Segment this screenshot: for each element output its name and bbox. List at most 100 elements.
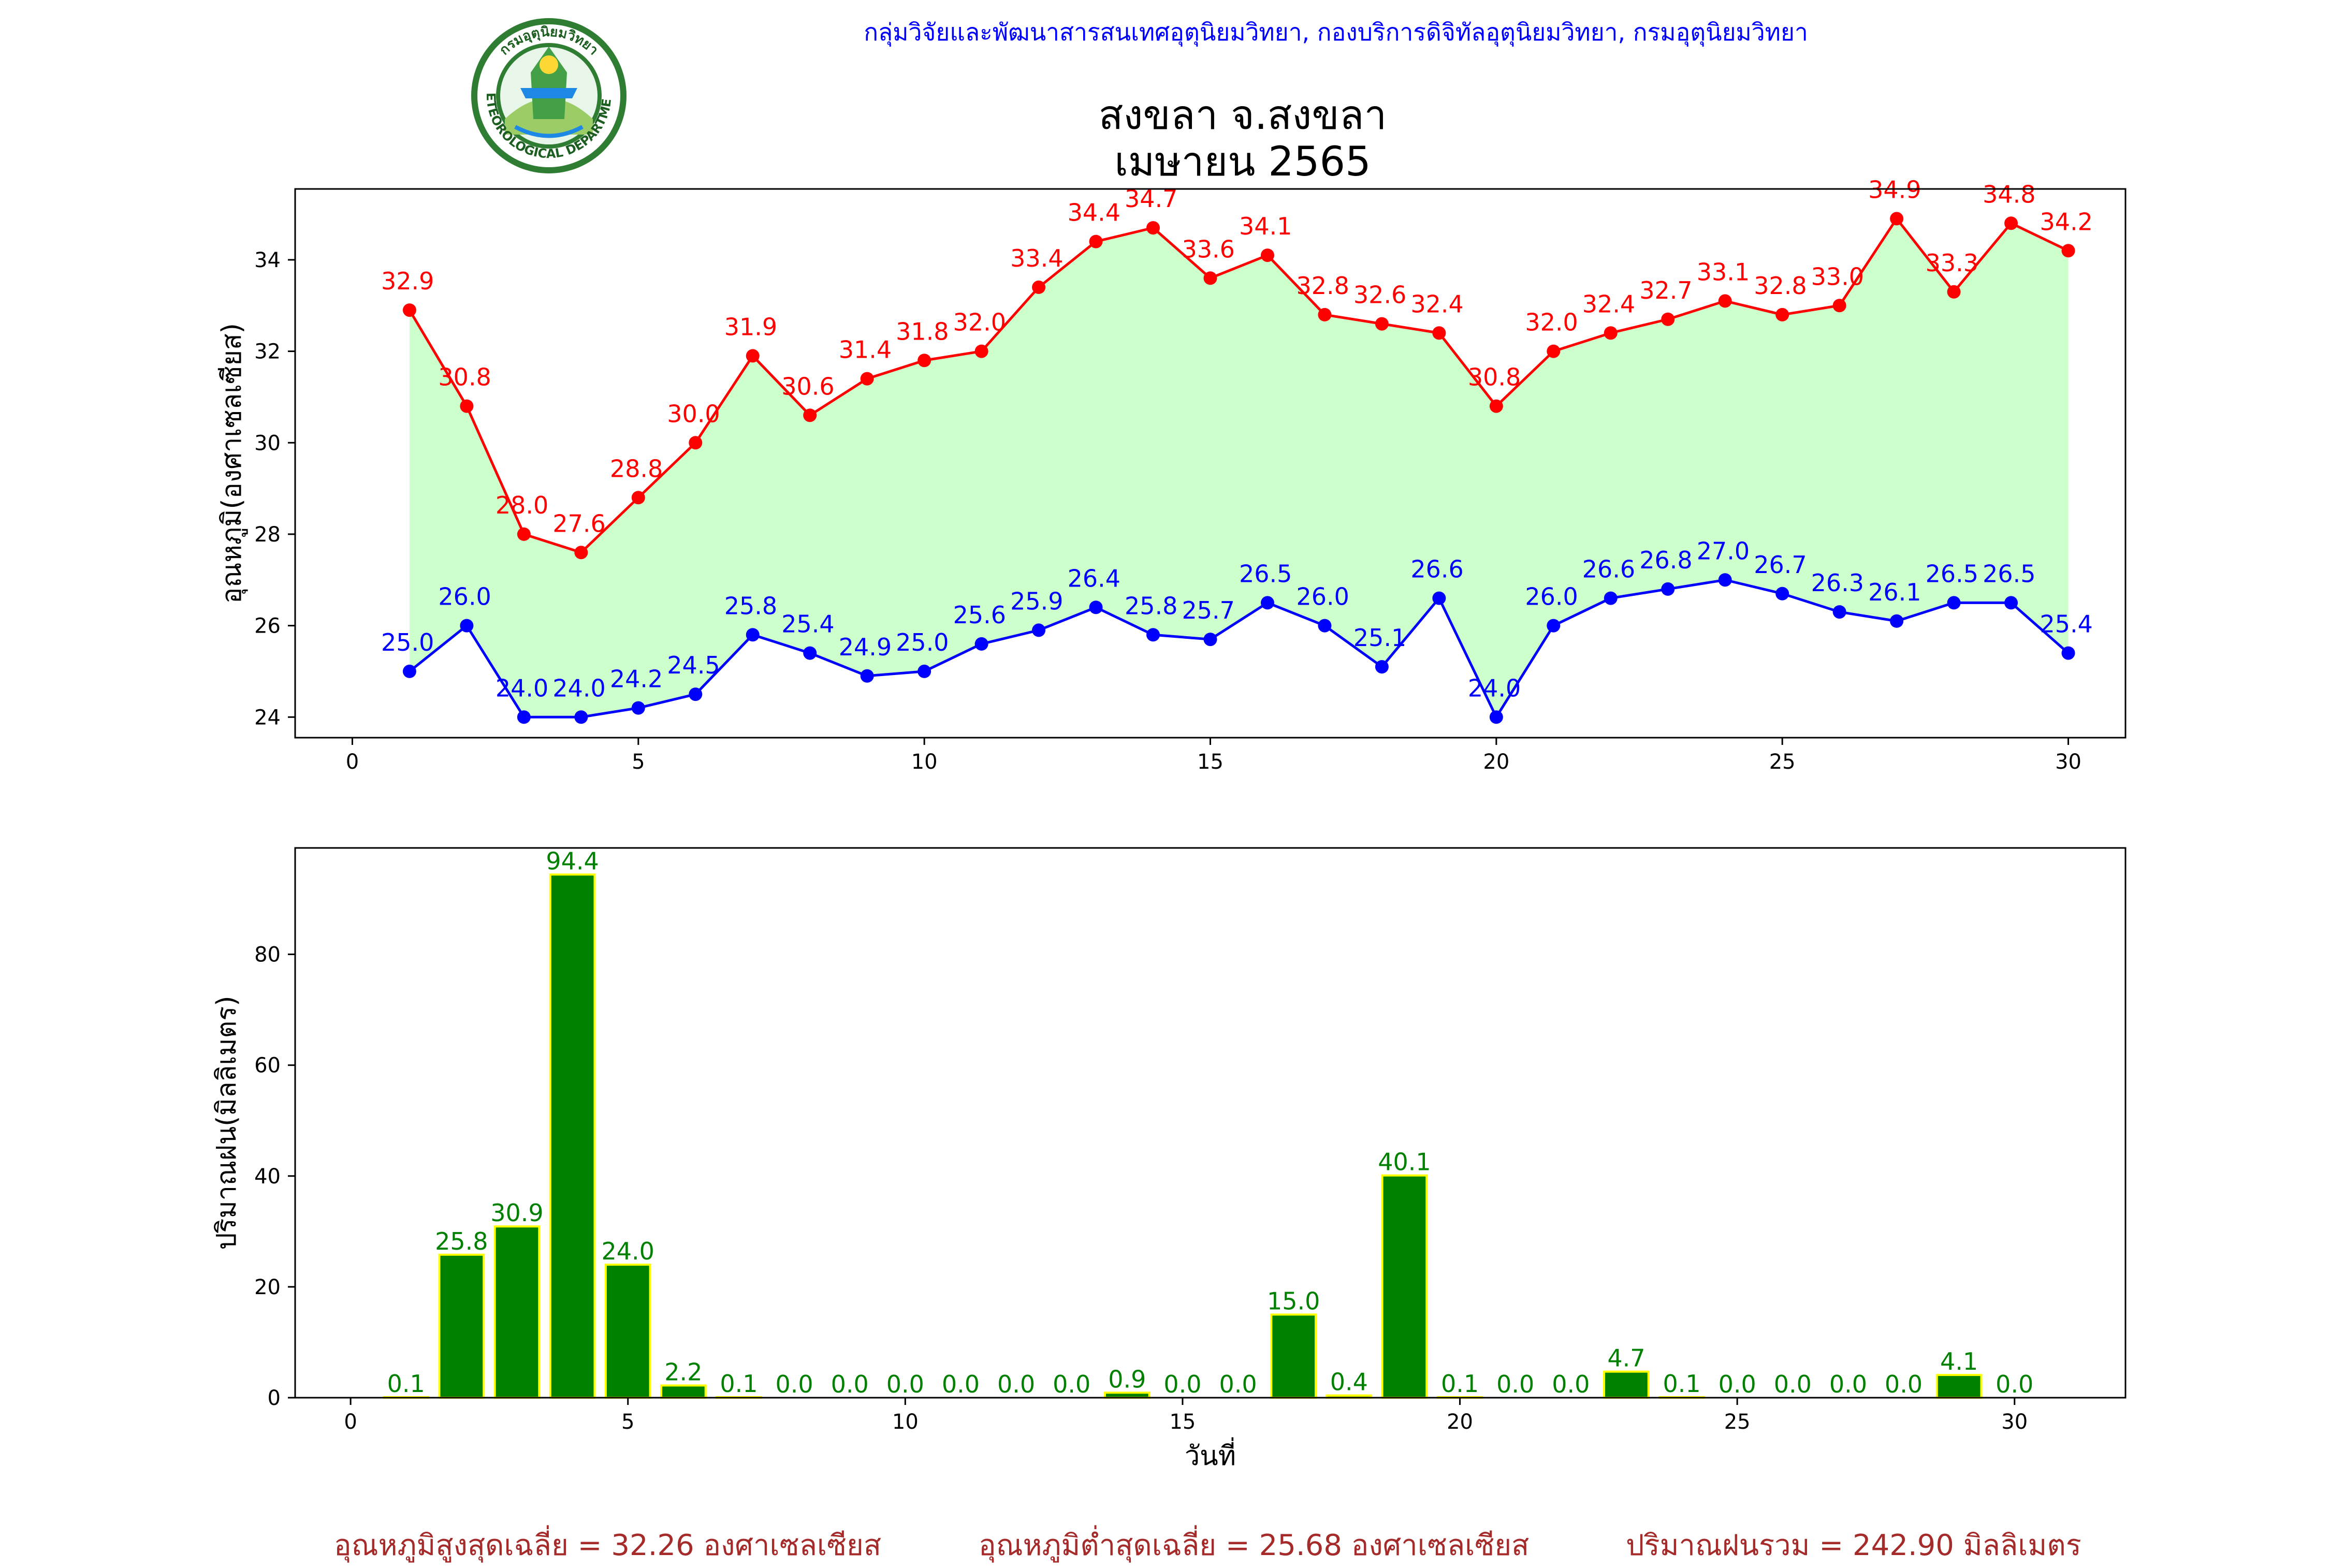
max-temperature-label: 33.1: [1697, 258, 1750, 286]
min-temperature-label: 24.9: [839, 633, 892, 661]
max-temperature-point: [689, 436, 703, 450]
max-temperature-label: 33.4: [1010, 244, 1063, 272]
temperature-y-axis-label: อุณหภูมิ(องศาเซลเซียส): [216, 323, 248, 604]
max-temperature-point: [1947, 285, 1961, 299]
rainfall-bar-label: 25.8: [435, 1227, 488, 1255]
min-temperature-label: 25.4: [2040, 610, 2093, 638]
min-temperature-point: [574, 710, 588, 724]
max-temperature-label: 32.4: [1582, 290, 1635, 318]
meteorological-department-logo: METEOROLOGICAL DEPARTMENTกรมอุตุนิยมวิทย…: [469, 16, 627, 173]
rainfall-bar-label: 0.1: [1663, 1370, 1700, 1398]
min-temperature-point: [1203, 633, 1217, 647]
rainfall-bar-label: 40.1: [1378, 1148, 1431, 1176]
rainfall-bar-label: 0.0: [942, 1370, 980, 1398]
min-temperature-label: 26.8: [1639, 546, 1692, 574]
min-temperature-point: [1146, 628, 1160, 642]
temperature-y-tick-label: 32: [254, 340, 281, 364]
max-temperature-point: [1260, 248, 1274, 262]
temperature-x-tick-label: 25: [1769, 750, 1796, 774]
rainfall-bar-label: 94.4: [546, 847, 599, 875]
min-temperature-label: 25.4: [781, 610, 834, 638]
rainfall-bar: [604, 1264, 651, 1399]
min-temperature-label: 24.5: [667, 651, 720, 679]
min-temperature-label: 26.3: [1811, 569, 1864, 597]
max-temperature-label: 30.8: [1468, 363, 1521, 391]
min-temperature-label: 25.1: [1353, 624, 1406, 652]
max-temperature-label: 32.6: [1353, 281, 1406, 309]
min-temperature-line: [409, 578, 2070, 720]
max-temperature-label: 30.0: [667, 400, 720, 428]
max-temperature-point: [631, 491, 645, 505]
max-temperature-point: [1890, 212, 1904, 226]
max-temperature-point: [918, 354, 931, 368]
min-temperature-point: [402, 664, 416, 678]
min-temperature-point: [1775, 587, 1789, 600]
max-temperature-point: [460, 399, 474, 413]
avg-max-temperature-text: อุณหภูมิสูงสุดเฉลี่ย = 32.26 องศาเซลเซีย…: [334, 1529, 882, 1562]
max-temperature-point: [2061, 244, 2075, 258]
min-temperature-label: 25.9: [1010, 587, 1063, 615]
min-temperature-label: 26.0: [1525, 583, 1578, 611]
min-temperature-label: 25.7: [1182, 596, 1235, 624]
temperature-range-fill: [409, 218, 2069, 717]
rainfall-bar-label: 0.0: [776, 1370, 813, 1398]
rainfall-bar-label: 0.0: [1552, 1370, 1590, 1398]
rainfall-bar-label: 0.0: [997, 1370, 1035, 1398]
max-temperature-label: 27.6: [552, 509, 605, 537]
rainfall-bar-label: 0.0: [1829, 1370, 1867, 1398]
temperature-y-tick-label: 34: [254, 248, 281, 272]
rainfall-bar-label: 0.0: [1719, 1370, 1756, 1398]
min-temperature-label: 26.0: [1296, 583, 1349, 611]
min-temperature-label: 25.0: [896, 628, 949, 656]
max-temperature-label: 32.0: [1525, 309, 1578, 336]
temperature-x-tick-label: 20: [1483, 750, 1509, 774]
min-temperature-point: [2061, 646, 2075, 660]
summary-footer: อุณหภูมิสูงสุดเฉลี่ย = 32.26 องศาเซลเซีย…: [0, 1522, 2330, 1563]
min-temperature-point: [1604, 591, 1618, 605]
max-temperature-point: [974, 344, 988, 358]
rainfall-bar: [660, 1384, 707, 1399]
min-temperature-label: 24.0: [496, 674, 548, 702]
rainfall-bar-label: 2.2: [664, 1358, 702, 1386]
rainfall-bar: [1381, 1174, 1428, 1399]
min-temperature-label: 26.5: [1239, 560, 1292, 588]
rainfall-bar-label: 0.0: [886, 1370, 924, 1398]
rainfall-bar-label: 0.1: [387, 1370, 425, 1398]
max-temperature-point: [746, 349, 760, 363]
max-temperature-label: 34.2: [2040, 208, 2093, 236]
temperature-y-tick-label: 26: [254, 614, 281, 638]
max-temperature-label: 34.8: [1983, 180, 2035, 208]
min-temperature-point: [631, 701, 645, 715]
min-temperature-label: 26.5: [1983, 560, 2035, 588]
max-temperature-label: 32.0: [953, 309, 1006, 336]
min-temperature-point: [1661, 582, 1675, 596]
rainfall-y-tick-label: 60: [254, 1054, 281, 1078]
max-temperature-point: [574, 546, 588, 560]
rainfall-bar: [549, 873, 596, 1399]
min-temperature-point: [1260, 596, 1274, 610]
rainfall-bar-label: 0.0: [1885, 1370, 1923, 1398]
max-temperature-label: 31.4: [839, 336, 892, 364]
min-temperature-point: [974, 637, 988, 651]
rainfall-x-tick-label: 30: [2001, 1410, 2028, 1434]
min-temperature-label: 24.0: [552, 674, 605, 702]
temperature-x-tick-label: 5: [632, 750, 645, 774]
max-temperature-line: [408, 216, 2069, 554]
max-temperature-label: 34.4: [1068, 199, 1120, 227]
max-temperature-label: 33.0: [1811, 262, 1864, 290]
min-temperature-label: 25.6: [953, 601, 1006, 629]
min-temperature-label: 25.8: [724, 592, 777, 620]
temperature-y-tick-label: 24: [254, 706, 281, 729]
rainfall-x-tick-label: 0: [344, 1410, 357, 1434]
max-temperature-label: 30.8: [438, 363, 491, 391]
max-temperature-label: 28.8: [610, 455, 663, 482]
max-temperature-label: 34.1: [1239, 212, 1292, 240]
max-temperature-point: [1032, 280, 1046, 294]
max-temperature-point: [1203, 271, 1217, 285]
max-temperature-point: [1661, 312, 1675, 326]
min-temperature-point: [1318, 619, 1332, 633]
min-temperature-point: [1547, 619, 1561, 633]
max-temperature-point: [803, 408, 817, 422]
